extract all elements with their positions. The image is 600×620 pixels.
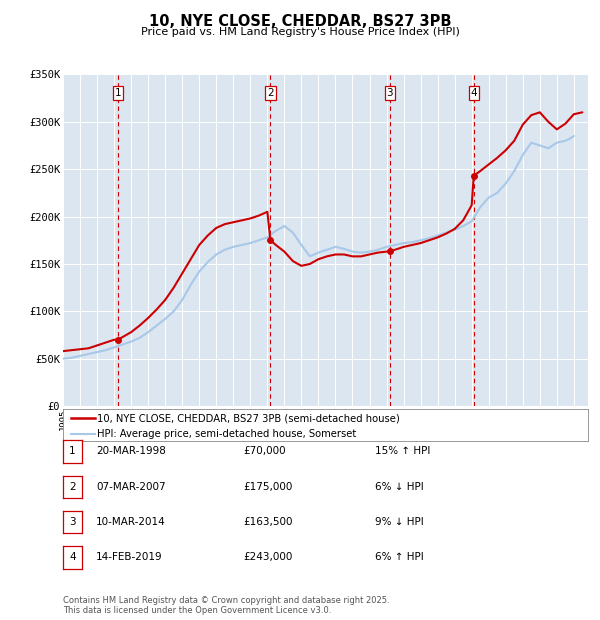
Text: 1: 1: [69, 446, 76, 456]
Text: 9% ↓ HPI: 9% ↓ HPI: [375, 517, 424, 527]
Text: £175,000: £175,000: [243, 482, 292, 492]
Text: 10, NYE CLOSE, CHEDDAR, BS27 3PB (semi-detached house): 10, NYE CLOSE, CHEDDAR, BS27 3PB (semi-d…: [97, 413, 400, 423]
Text: 07-MAR-2007: 07-MAR-2007: [96, 482, 166, 492]
Text: £243,000: £243,000: [243, 552, 292, 562]
Text: Price paid vs. HM Land Registry's House Price Index (HPI): Price paid vs. HM Land Registry's House …: [140, 27, 460, 37]
Text: 4: 4: [470, 87, 477, 97]
Text: £70,000: £70,000: [243, 446, 286, 456]
Text: £163,500: £163,500: [243, 517, 293, 527]
Text: HPI: Average price, semi-detached house, Somerset: HPI: Average price, semi-detached house,…: [97, 429, 356, 440]
Text: 14-FEB-2019: 14-FEB-2019: [96, 552, 163, 562]
Text: 10-MAR-2014: 10-MAR-2014: [96, 517, 166, 527]
Text: 4: 4: [69, 552, 76, 562]
Text: 15% ↑ HPI: 15% ↑ HPI: [375, 446, 430, 456]
Text: 10, NYE CLOSE, CHEDDAR, BS27 3PB: 10, NYE CLOSE, CHEDDAR, BS27 3PB: [149, 14, 451, 29]
Text: 3: 3: [386, 87, 393, 97]
Text: 1: 1: [115, 87, 121, 97]
Text: 2: 2: [267, 87, 274, 97]
Text: Contains HM Land Registry data © Crown copyright and database right 2025.
This d: Contains HM Land Registry data © Crown c…: [63, 596, 389, 615]
Text: 3: 3: [69, 517, 76, 527]
Text: 6% ↑ HPI: 6% ↑ HPI: [375, 552, 424, 562]
Text: 20-MAR-1998: 20-MAR-1998: [96, 446, 166, 456]
Text: 2: 2: [69, 482, 76, 492]
Text: 6% ↓ HPI: 6% ↓ HPI: [375, 482, 424, 492]
